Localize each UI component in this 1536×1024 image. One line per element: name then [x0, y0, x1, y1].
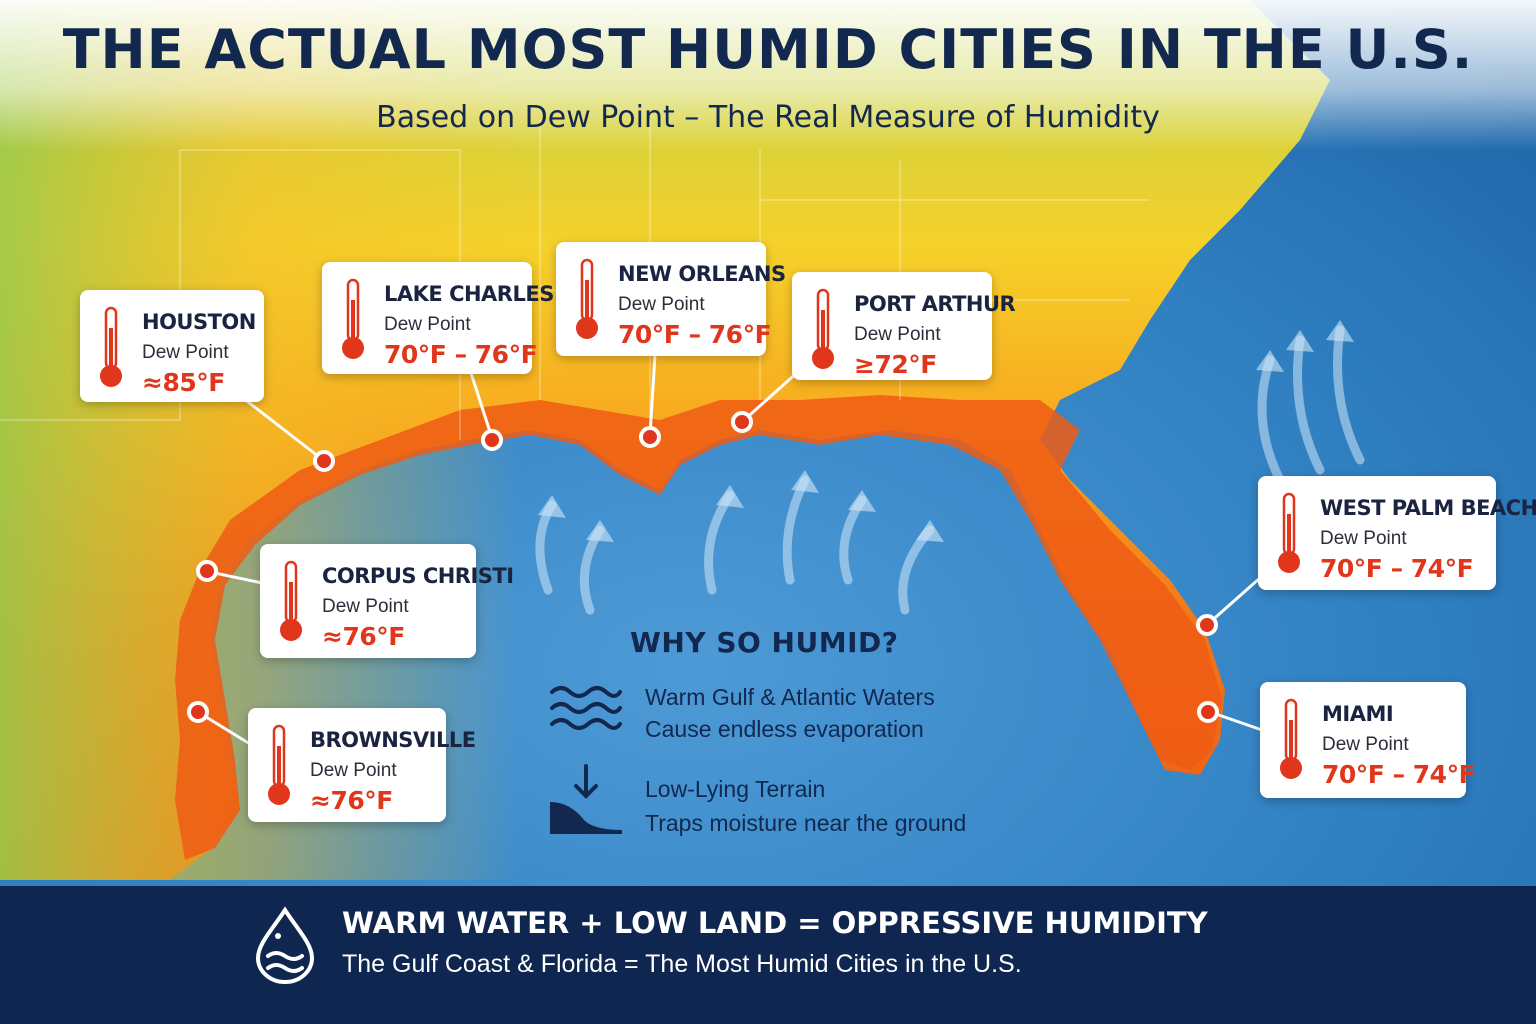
- thermometer-icon: [280, 560, 302, 641]
- reason-heading: Low-Lying Terrain: [645, 776, 826, 802]
- thermometer-icon: [1278, 492, 1300, 573]
- card-port-arthur: PORT ARTHUR Dew Point ≥72°F: [792, 272, 1016, 380]
- dew-point-label: Dew Point: [618, 294, 705, 315]
- dew-point-label: Dew Point: [142, 342, 229, 363]
- dew-point-value: 70°F – 76°F: [618, 320, 772, 349]
- why-title: WHY SO HUMID?: [630, 626, 899, 659]
- thermometer-icon: [1280, 698, 1302, 779]
- footer-tagline: The Gulf Coast & Florida = The Most Humi…: [342, 950, 1022, 978]
- dew-point-value: ≥72°F: [854, 350, 937, 379]
- dew-point-value: ≈76°F: [322, 622, 405, 651]
- footer-headline: WARM WATER + LOW LAND = OPPRESSIVE HUMID…: [342, 906, 1208, 940]
- reason-detail: Cause endless evaporation: [645, 716, 924, 742]
- thermometer-icon: [268, 724, 290, 805]
- dew-point-value: 70°F – 74°F: [1322, 760, 1476, 789]
- thermometer-icon: [100, 306, 122, 387]
- card-new-orleans: NEW ORLEANS Dew Point 70°F – 76°F: [556, 242, 786, 356]
- reason-detail: Traps moisture near the ground: [645, 810, 967, 836]
- card-houston: HOUSTON Dew Point ≈85°F: [80, 290, 264, 402]
- city-name: BROWNSVILLE: [310, 728, 476, 752]
- city-name: WEST PALM BEACH: [1320, 496, 1536, 520]
- thermometer-icon: [576, 258, 598, 339]
- low-terrain-icon: [550, 764, 622, 834]
- city-name: HOUSTON: [142, 310, 256, 334]
- thermometer-icon: [812, 288, 834, 369]
- card-west-palm-beach: WEST PALM BEACH Dew Point 70°F – 74°F: [1258, 476, 1536, 590]
- dew-point-value: 70°F – 76°F: [384, 340, 538, 369]
- dew-point-label: Dew Point: [322, 596, 409, 617]
- dew-point-label: Dew Point: [1320, 528, 1407, 549]
- city-name: PORT ARTHUR: [854, 292, 1016, 316]
- city-name: MIAMI: [1322, 702, 1394, 726]
- thermometer-icon: [342, 278, 364, 359]
- water-drop-icon: [255, 906, 315, 984]
- city-name: NEW ORLEANS: [618, 262, 786, 286]
- dew-point-value: ≈76°F: [310, 786, 393, 815]
- dew-point-value: 70°F – 74°F: [1320, 554, 1474, 583]
- page-title: THE ACTUAL MOST HUMID CITIES IN THE U.S.: [62, 18, 1474, 81]
- city-name: CORPUS CHRISTI: [322, 564, 514, 588]
- city-name: LAKE CHARLES: [384, 282, 554, 306]
- reason-heading: Warm Gulf & Atlantic Waters: [645, 684, 935, 710]
- waves-icon: [550, 686, 622, 730]
- dew-point-label: Dew Point: [384, 314, 471, 335]
- card-brownsville: BROWNSVILLE Dew Point ≈76°F: [248, 708, 476, 822]
- card-miami: MIAMI Dew Point 70°F – 74°F: [1260, 682, 1476, 798]
- dew-point-label: Dew Point: [854, 324, 941, 345]
- card-corpus-christi: CORPUS CHRISTI Dew Point ≈76°F: [260, 544, 514, 658]
- card-lake-charles: LAKE CHARLES Dew Point 70°F – 76°F: [322, 262, 554, 374]
- dew-point-label: Dew Point: [310, 760, 397, 781]
- footer-banner: WARM WATER + LOW LAND = OPPRESSIVE HUMID…: [0, 886, 1536, 1024]
- dew-point-value: ≈85°F: [142, 368, 225, 397]
- page-subtitle: Based on Dew Point – The Real Measure of…: [376, 100, 1160, 135]
- dew-point-label: Dew Point: [1322, 734, 1409, 755]
